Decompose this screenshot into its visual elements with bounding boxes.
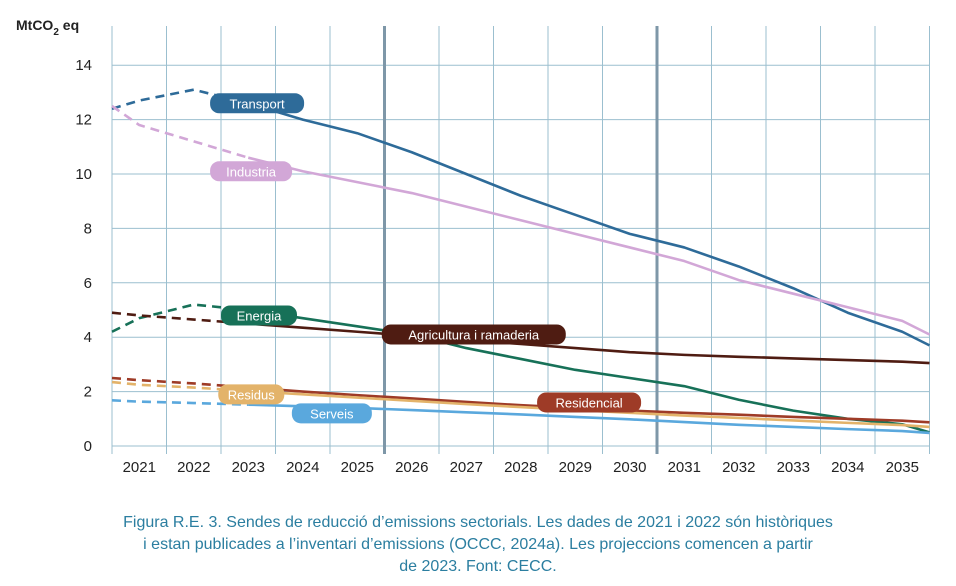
series-label: Residencial [555, 395, 622, 410]
caption-line-2: i estan publicades a l’inventari d’emiss… [143, 536, 813, 553]
emissions-chart: 0 2 4 6 8 10 12 14 2021 2022 2023 2024 2025 2026 2027… [16, 17, 931, 476]
series-label-badge [381, 324, 566, 345]
x-tick-label: 2024 [286, 459, 319, 476]
y-tick-label: 14 [75, 57, 92, 74]
x-tick-label: 2028 [504, 459, 537, 476]
series-line-projection [247, 102, 931, 347]
series-lines [111, 88, 931, 435]
y-tick-label: 0 [84, 438, 92, 455]
series-label: Transport [230, 96, 286, 111]
y-tick-label: 4 [84, 329, 92, 346]
series-line-projection [248, 322, 930, 365]
series-label-badge [537, 392, 642, 413]
series-label: Agricultura i ramaderia [408, 327, 540, 342]
x-tick-label: 2030 [613, 459, 646, 476]
series-label: Energia [237, 308, 283, 323]
caption-line-1: Figura R.E. 3. Sendes de reducció d’emis… [123, 514, 833, 531]
x-tick-label: 2022 [177, 459, 210, 476]
figure-caption: Figura R.E. 3. Sendes de reducció d’emis… [40, 512, 916, 578]
series-line-historical [111, 303, 249, 333]
x-axis: 2021 2022 2023 2024 2025 2026 2027 2028 2029 2030… [123, 459, 919, 476]
series-labels: Transport Industria Energia Agricultura i r… [210, 93, 642, 424]
series-label-badge [210, 161, 293, 182]
y-tick-label: 6 [84, 275, 92, 292]
x-tick-label: 2032 [722, 459, 755, 476]
y-axis-unit: MtCO2 eq [16, 17, 79, 38]
series-label: Industria [226, 164, 277, 179]
series-label-badge [221, 305, 297, 326]
series-label: Serveis [310, 406, 354, 421]
series-label-badge [210, 93, 305, 114]
series-line-projection [247, 156, 931, 336]
x-tick-label: 2021 [123, 459, 156, 476]
x-tick-label: 2031 [668, 459, 701, 476]
x-tick-label: 2034 [831, 459, 864, 476]
series-label: Residus [228, 387, 275, 402]
y-tick-label: 8 [84, 220, 92, 237]
caption-line-3: de 2023. Font: CECC. [399, 558, 557, 575]
x-tick-label: 2026 [395, 459, 428, 476]
x-tick-label: 2035 [886, 459, 919, 476]
series-line-historical [111, 104, 249, 159]
series-line-historical [111, 376, 249, 389]
x-tick-label: 2033 [777, 459, 810, 476]
x-tick-label: 2029 [559, 459, 592, 476]
series-label-badge [291, 403, 372, 424]
x-tick-label: 2023 [232, 459, 265, 476]
series-line-historical [111, 399, 249, 406]
y-axis: 0 2 4 6 8 10 12 14 [75, 57, 92, 455]
x-tick-label: 2025 [341, 459, 374, 476]
projection-markers [383, 26, 659, 454]
y-tick-label: 12 [75, 112, 92, 129]
series-label-badge [218, 384, 285, 405]
y-tick-label: 10 [75, 166, 92, 183]
y-tick-label: 2 [84, 384, 92, 401]
series-line-historical [111, 311, 249, 325]
x-tick-label: 2027 [450, 459, 483, 476]
